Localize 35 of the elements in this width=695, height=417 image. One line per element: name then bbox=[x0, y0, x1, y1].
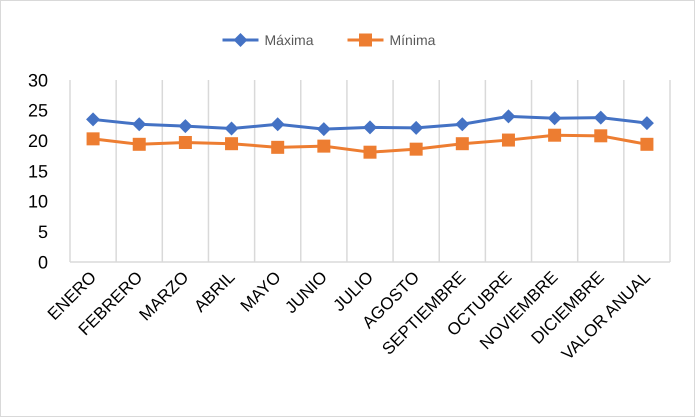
legend-label: Mínima bbox=[390, 32, 436, 48]
legend-label: Máxima bbox=[264, 32, 314, 48]
y-tick-label: 10 bbox=[28, 192, 48, 212]
point bbox=[410, 142, 423, 156]
y-tick-label: 5 bbox=[38, 222, 48, 242]
point bbox=[363, 120, 377, 134]
point bbox=[317, 140, 330, 153]
point bbox=[409, 120, 424, 135]
point bbox=[594, 110, 608, 125]
point bbox=[86, 132, 100, 146]
point bbox=[270, 117, 285, 132]
point bbox=[640, 138, 654, 151]
y-tick-label: 30 bbox=[28, 70, 48, 90]
point bbox=[548, 111, 562, 126]
point bbox=[178, 119, 192, 134]
y-tick-label: 0 bbox=[38, 252, 48, 272]
point bbox=[501, 109, 516, 124]
point bbox=[640, 116, 654, 130]
point bbox=[502, 134, 515, 147]
point bbox=[316, 122, 331, 136]
point bbox=[364, 146, 376, 159]
point bbox=[225, 137, 238, 150]
point bbox=[271, 140, 284, 154]
y-tick-label: 20 bbox=[28, 130, 48, 151]
y-tick-label: 15 bbox=[28, 161, 48, 182]
point bbox=[178, 136, 192, 149]
point bbox=[456, 137, 469, 150]
point bbox=[594, 129, 608, 142]
point bbox=[455, 117, 470, 132]
point bbox=[132, 138, 146, 151]
point bbox=[86, 112, 100, 126]
point bbox=[132, 117, 146, 132]
point bbox=[548, 128, 562, 142]
y-tick-label: 25 bbox=[28, 100, 48, 121]
point bbox=[224, 122, 239, 136]
